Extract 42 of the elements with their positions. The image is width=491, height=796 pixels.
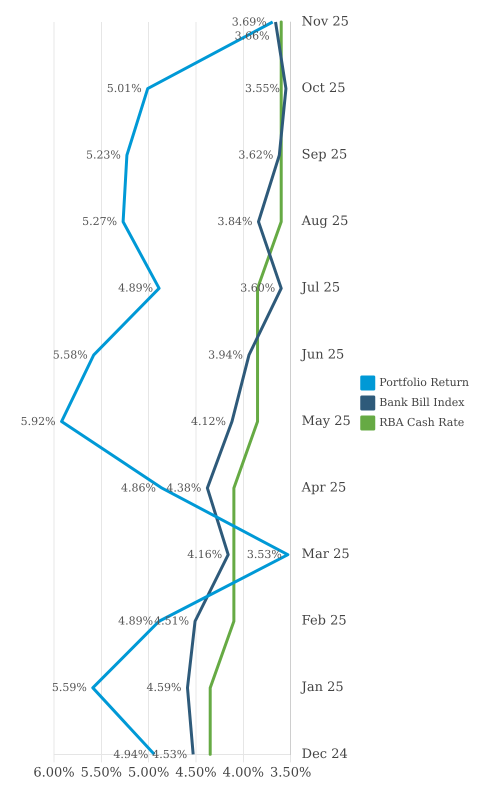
data-label: 4.86% [120, 481, 156, 494]
y-tick-label: Feb 25 [302, 614, 347, 629]
x-tick-label: 4.00% [222, 766, 264, 781]
data-label: 5.59% [52, 681, 87, 694]
legend-label: RBA Cash Rate [379, 416, 464, 429]
y-tick-label: Sep 25 [302, 148, 348, 163]
data-label: 3.55% [244, 82, 280, 95]
data-label: 4.89% [118, 282, 154, 295]
data-label: 4.94% [113, 748, 148, 761]
data-label: 4.12% [191, 414, 226, 428]
x-tick-label: 5.50% [80, 766, 122, 781]
y-tick-label: Oct 25 [302, 80, 346, 96]
legend-label: Bank Bill Index [379, 396, 466, 409]
y-tick-label: Jun 25 [300, 347, 344, 362]
data-label: 3.62% [238, 148, 274, 162]
data-label: 3.69% [232, 15, 267, 28]
legend-label: Portfolio Return [379, 376, 470, 389]
x-tick-label: 5.00% [128, 766, 170, 781]
y-tick-label: Apr 25 [300, 480, 346, 496]
data-label: 5.01% [106, 82, 142, 95]
data-label: 4.59% [146, 681, 182, 694]
data-label: 4.53% [152, 748, 188, 761]
y-tick-label: Dec 24 [302, 746, 348, 762]
y-tick-label: May 25 [302, 414, 351, 429]
data-label: 5.27% [82, 215, 118, 228]
data-label: 4.38% [166, 481, 202, 494]
data-label: 4.89% [118, 614, 154, 628]
data-label: 5.92% [20, 414, 56, 428]
y-tick-label: Nov 25 [302, 14, 349, 30]
y-tick-label: Aug 25 [300, 214, 348, 230]
data-label: 5.23% [86, 148, 121, 162]
x-tick-label: 3.50% [270, 766, 312, 781]
data-label: 3.94% [208, 348, 244, 362]
y-tick-label: Jul 25 [300, 280, 340, 296]
data-label: 3.53% [246, 548, 282, 562]
x-tick-label: 4.50% [175, 766, 217, 781]
x-tick-label: 6.00% [33, 766, 75, 781]
data-label: 4.16% [187, 548, 222, 562]
y-tick-label: Jan 25 [300, 680, 344, 696]
data-label: 5.58% [52, 348, 88, 362]
y-tick-label: Mar 25 [302, 547, 350, 562]
data-label: 3.84% [218, 215, 252, 228]
